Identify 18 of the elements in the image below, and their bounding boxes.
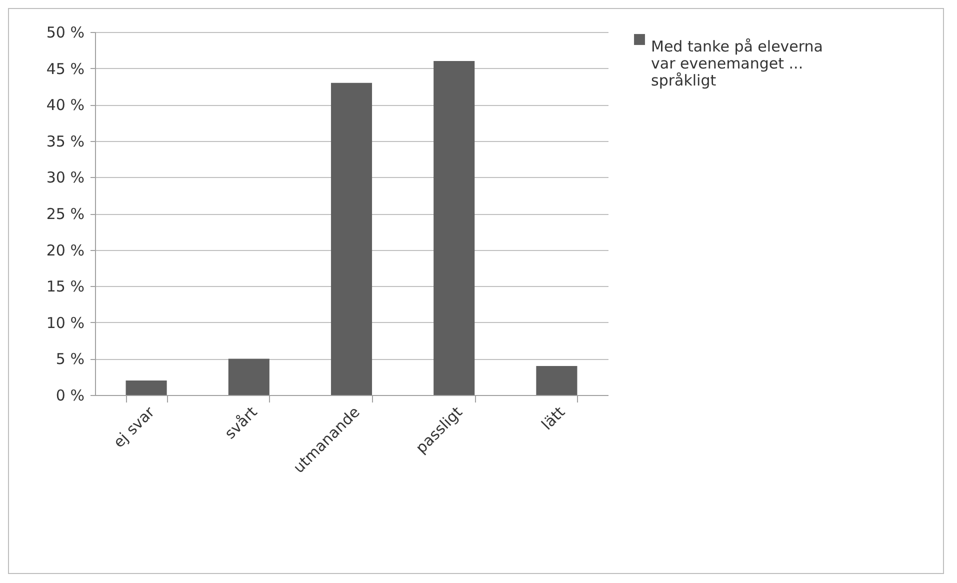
bar: [228, 358, 270, 395]
y-tick-label: 45 %: [46, 60, 84, 78]
y-tick-label: 5 %: [56, 350, 84, 368]
y-tick-label: 10 %: [46, 314, 84, 332]
bar: [330, 82, 372, 395]
y-tick-label: 40 %: [46, 96, 84, 114]
y-tick-label: 35 %: [46, 132, 84, 150]
y-tick-label: 50 %: [46, 24, 84, 42]
y-tick-label: 0 %: [56, 386, 84, 404]
y-tick-label: 15 %: [46, 278, 84, 296]
bar: [536, 366, 578, 395]
y-tick-label: 25 %: [46, 205, 84, 223]
y-tick-label: 30 %: [46, 168, 84, 187]
legend-label: Med tanke på eleverna var evenemanget ... språkligt: [651, 38, 824, 90]
bar: [126, 380, 167, 395]
x-tick-label: lätt: [538, 403, 569, 434]
bar: [434, 61, 475, 395]
y-tick-label: 20 %: [46, 241, 84, 260]
